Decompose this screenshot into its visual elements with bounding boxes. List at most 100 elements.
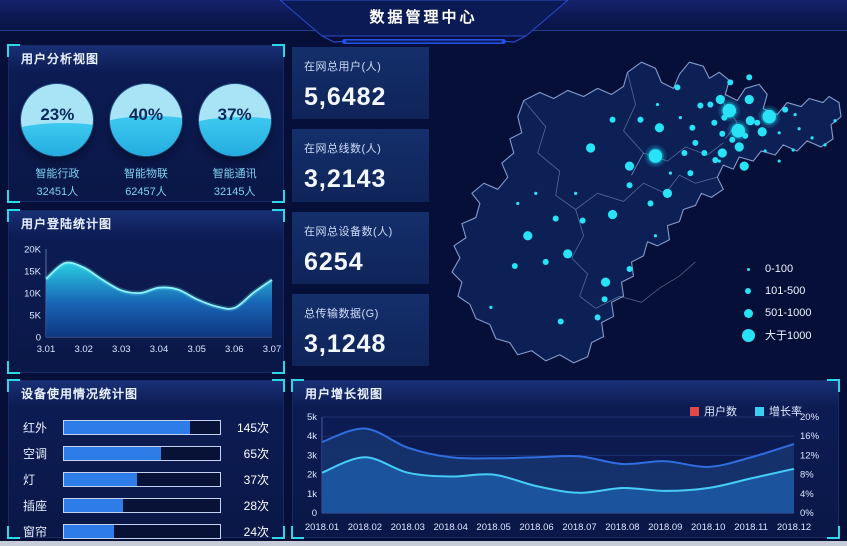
map-scatter-dots — [489, 74, 837, 325]
device-bar-row: 空调 65次 — [23, 445, 269, 461]
gauge-percent: 23% — [40, 104, 75, 124]
x-tick: 3.07 — [263, 344, 282, 355]
x-tick: 2018.08 — [605, 522, 639, 533]
map-legend-item: 0-100 — [740, 262, 812, 276]
panel-user-analysis: 用户分析视图 23% 智能行政 32451人 40% 智能物联 62457人 — [7, 44, 285, 203]
gauge-iot: 40% 智能物联 62457人 — [103, 84, 189, 199]
corner-bracket — [827, 379, 840, 392]
map-legend-item: 大于1000 — [740, 328, 812, 342]
legend-label: 用户数 — [704, 406, 737, 418]
stat-label: 总传输数据(G) — [304, 307, 379, 320]
y-tick-left: 2k — [307, 470, 317, 481]
liquid-gauge: 23% — [21, 84, 94, 156]
stat-value: 3,1248 — [304, 329, 387, 358]
y-tick: 15K — [24, 267, 42, 278]
x-tick: 2018.06 — [519, 522, 553, 533]
y-tick-right: 4% — [800, 489, 814, 500]
y-tick-left: 0 — [312, 508, 317, 519]
legend-dot-icon — [740, 308, 756, 318]
bar-track — [63, 497, 221, 513]
y-tick-left: 3k — [307, 450, 317, 461]
bar-fill — [64, 420, 191, 434]
stat-card-lines: 在网总线数(人) 3,2143 — [292, 129, 429, 202]
liquid-gauge: 40% — [109, 84, 182, 156]
legend-dot-icon — [740, 288, 756, 294]
x-tick: 2018.01 — [305, 522, 339, 533]
map-legend-item: 501-1000 — [740, 306, 812, 320]
corner-bracket — [7, 379, 20, 392]
x-tick: 3.05 — [187, 344, 206, 355]
panel-title: 用户增长视图 — [293, 381, 838, 406]
corner-bracket — [272, 190, 285, 203]
header-bar: 数据管理中心 — [0, 0, 847, 44]
corner-bracket — [7, 190, 20, 203]
legend-item-users[interactable]: 用户数 — [690, 403, 737, 419]
y-tick: 5K — [29, 311, 41, 322]
panel-title: 用户分析视图 — [9, 46, 283, 71]
x-tick: 2018.07 — [562, 522, 596, 533]
x-tick: 2018.02 — [348, 522, 382, 533]
stat-card-users: 在网总用户(人) 5,6482 — [292, 47, 429, 120]
bar-track — [63, 419, 221, 435]
device-bar-row: 插座 28次 — [23, 497, 269, 513]
bar-fill — [64, 524, 114, 538]
legend-dot-icon — [740, 328, 756, 342]
header-banner-shape — [278, 0, 569, 44]
bar-value: 145次 — [236, 420, 269, 435]
stat-card-transfer: 总传输数据(G) 3,1248 — [292, 293, 429, 366]
corner-bracket — [7, 44, 20, 57]
stat-label: 在网总线数(人) — [304, 143, 382, 156]
corner-bracket — [272, 526, 285, 539]
panel-user-growth: 用户增长视图 用户数 增长率 5k — [291, 379, 840, 539]
province-map-svg — [451, 61, 842, 364]
bar-track — [63, 445, 221, 461]
bar-value: 37次 — [243, 472, 269, 487]
gauge-count: 32451人 — [36, 186, 79, 198]
y-tick: 10K — [24, 289, 42, 300]
bar-track — [63, 471, 221, 487]
gauge-water — [21, 122, 94, 156]
x-tick: 2018.12 — [777, 522, 811, 533]
corner-bracket — [7, 526, 20, 539]
panel-title: 设备使用情况统计图 — [9, 381, 283, 406]
bar-label: 红外 — [23, 420, 48, 435]
device-bar-row: 窗帘 24次 — [23, 523, 269, 539]
gauge-water — [109, 116, 182, 156]
x-tick: 3.01 — [37, 344, 56, 355]
y-tick-right: 16% — [800, 431, 820, 442]
legend-label: 0-100 — [765, 263, 794, 275]
x-tick: 2018.09 — [648, 522, 682, 533]
stat-value: 6254 — [304, 247, 364, 276]
y-tick: 0 — [36, 333, 41, 344]
x-tick: 3.02 — [74, 344, 93, 355]
y-tick-left: 1k — [307, 489, 317, 500]
y-tick: 20K — [24, 245, 42, 256]
gauge-row: 23% 智能行政 32451人 40% 智能物联 62457人 37% 智能通讯 — [9, 71, 283, 199]
bar-fill — [64, 446, 161, 460]
corner-bracket — [291, 379, 304, 392]
header-banner: 数据管理中心 — [264, 0, 584, 48]
horizontal-scrollbar[interactable] — [0, 541, 847, 546]
gauge-percent: 40% — [128, 104, 163, 124]
x-tick: 3.03 — [112, 344, 131, 355]
stat-card-devices: 在网总设备数(人) 6254 — [292, 211, 429, 284]
map-legend: 0-100 101-500 501-1000 大于1000 — [740, 262, 812, 342]
liquid-gauge: 37% — [198, 84, 271, 156]
legend-swatch-icon — [690, 406, 699, 416]
bar-label: 窗帘 — [23, 524, 48, 539]
gauge-label: 智能物联 — [123, 168, 168, 180]
corner-bracket — [7, 209, 20, 222]
legend-label: 增长率 — [769, 406, 802, 418]
growth-legend: 用户数 增长率 — [690, 403, 802, 419]
legend-dot-icon — [740, 267, 756, 271]
legend-label: 大于1000 — [765, 330, 812, 342]
gauge-label: 智能通讯 — [212, 168, 257, 180]
x-tick: 2018.05 — [476, 522, 510, 533]
legend-label: 501-1000 — [765, 307, 812, 319]
y-tick-left: 5k — [307, 412, 317, 423]
corner-bracket — [272, 361, 285, 374]
stat-cards: 在网总用户(人) 5,6482 在网总线数(人) 3,2143 在网总设备数(人… — [292, 47, 429, 366]
legend-item-growth[interactable]: 增长率 — [755, 403, 802, 419]
corner-bracket — [272, 379, 285, 392]
